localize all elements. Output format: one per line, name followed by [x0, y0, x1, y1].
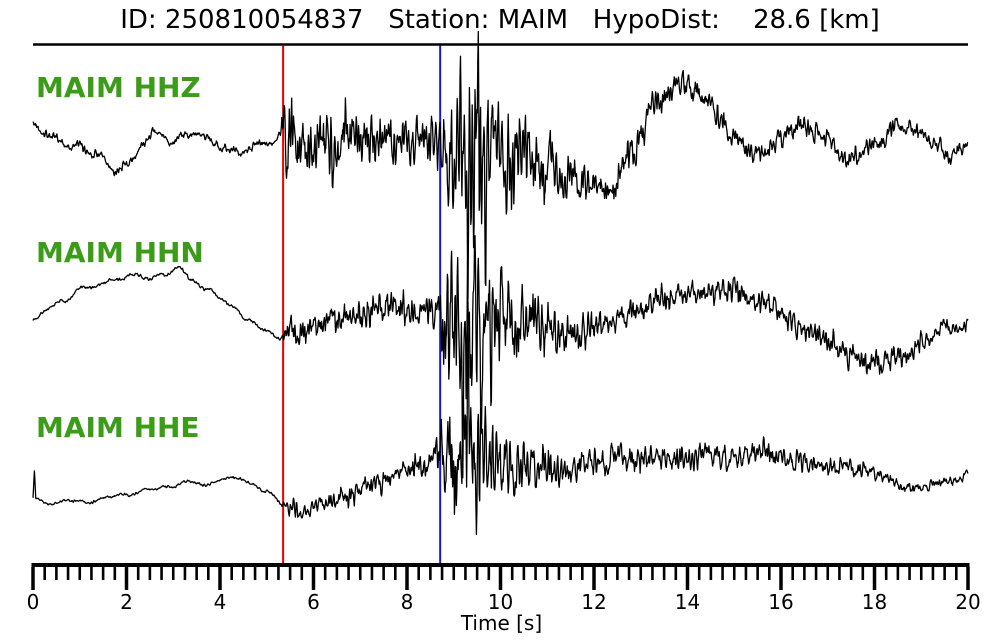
trace-label-hhn: MAIM HHN	[36, 236, 204, 269]
waveform-hhe	[32, 301, 969, 536]
x-tick-label-10: 10	[488, 590, 513, 614]
x-tick-label-12: 12	[581, 590, 606, 614]
figure-title: ID: 250810054837 Station: MAIM HypoDist:…	[120, 5, 880, 35]
trace-label-hhe: MAIM HHE	[36, 411, 200, 444]
x-tick-label-14: 14	[675, 590, 700, 614]
x-tick-label-8: 8	[401, 590, 414, 614]
x-axis-title: Time [s]	[460, 611, 542, 635]
trace-label-hhz: MAIM HHZ	[36, 71, 201, 104]
waveform-hhn	[32, 234, 969, 479]
x-tick-label-0: 0	[27, 590, 40, 614]
x-tick-label-18: 18	[862, 590, 887, 614]
x-tick-label-6: 6	[307, 590, 320, 614]
waveform-hhz	[32, 30, 969, 300]
x-tick-label-16: 16	[768, 590, 793, 614]
x-tick-label-20: 20	[955, 590, 980, 614]
x-tick-label-2: 2	[120, 590, 133, 614]
x-tick-label-4: 4	[214, 590, 227, 614]
